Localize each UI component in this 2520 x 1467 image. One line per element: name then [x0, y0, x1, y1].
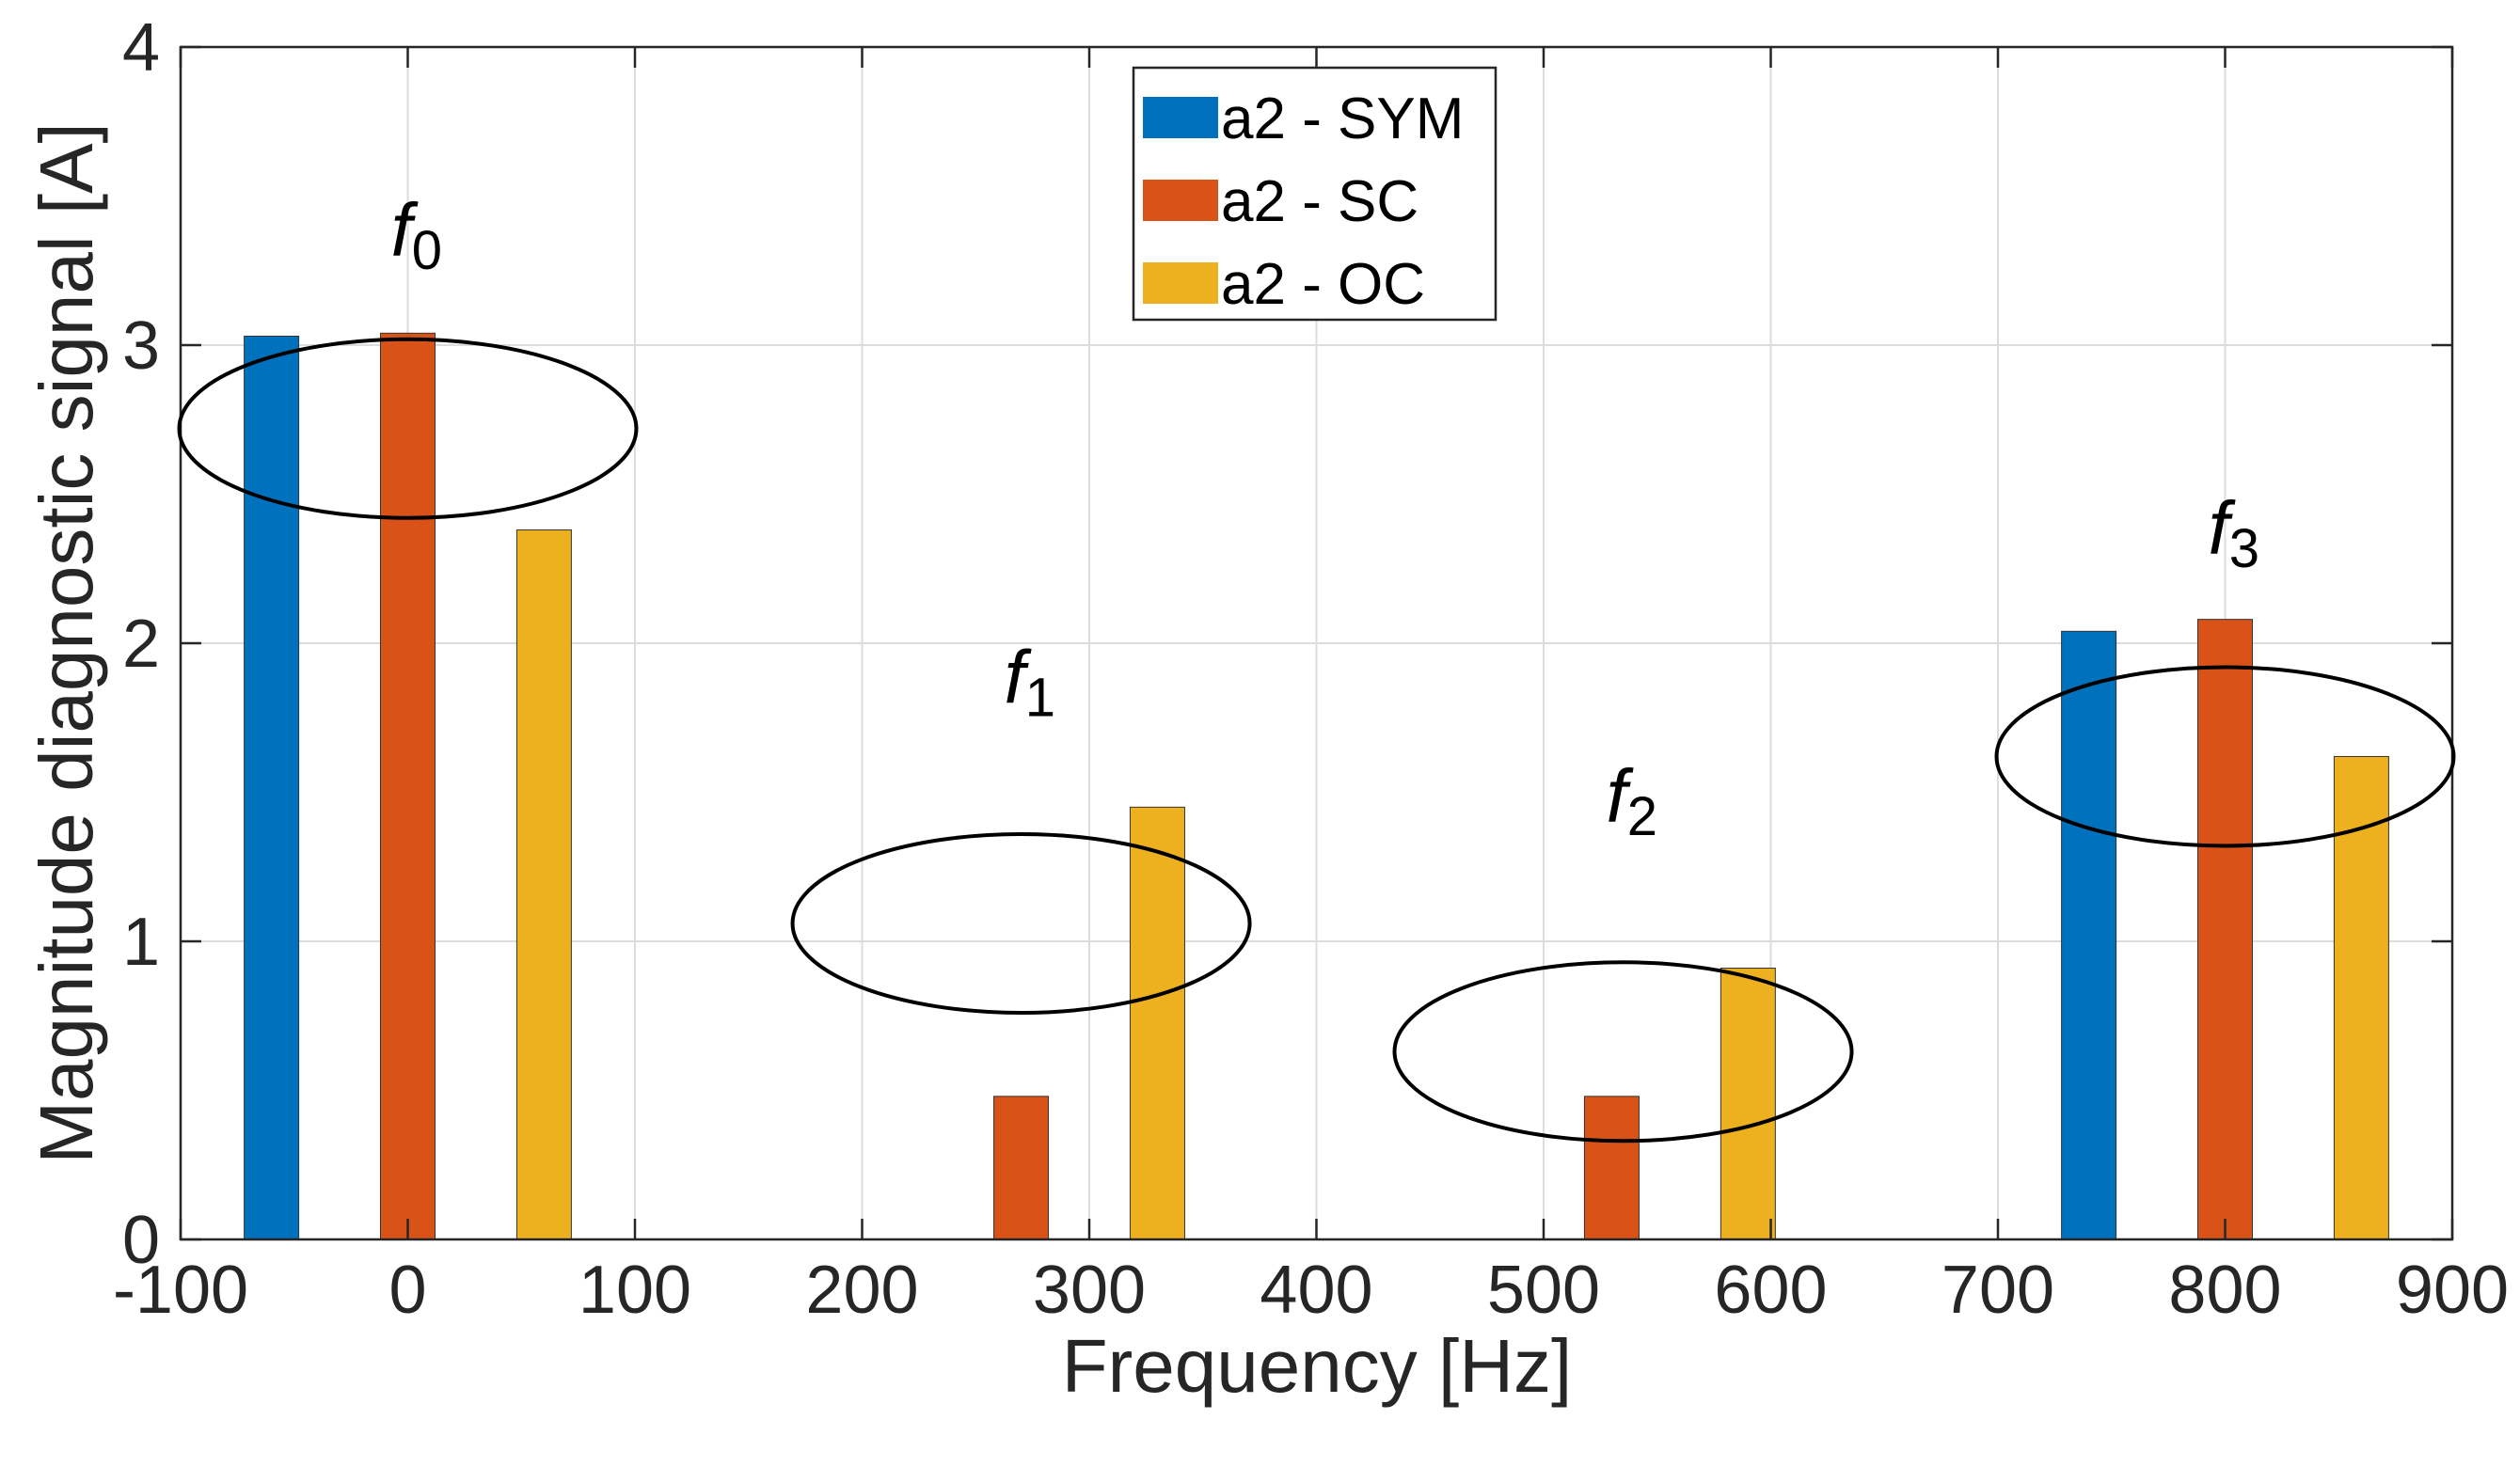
bar-series-0 — [244, 335, 300, 1240]
bar-series-1 — [2197, 619, 2253, 1240]
annotation-subscript: 1 — [1025, 667, 1055, 728]
x-tick-label: 300 — [1033, 1253, 1146, 1328]
x-tick-label: 200 — [805, 1253, 918, 1328]
x-tick-label: 500 — [1487, 1253, 1600, 1328]
bar-series-1 — [380, 332, 436, 1240]
bar-series-1 — [1583, 1096, 1640, 1240]
bar-series-1 — [993, 1096, 1050, 1240]
annotation-ellipse — [1994, 665, 2456, 848]
y-tick-label: 1 — [122, 905, 160, 980]
x-tick-label: -100 — [113, 1253, 248, 1328]
bar-series-2 — [1129, 806, 1185, 1240]
legend-swatch-sc — [1143, 180, 1218, 221]
y-tick-label: 0 — [122, 1203, 160, 1278]
x-tick-label: 600 — [1714, 1253, 1827, 1328]
x-tick-label: 400 — [1260, 1253, 1372, 1328]
bar-series-2 — [515, 529, 572, 1240]
legend: a2 - SYM a2 - SC a2 - OC — [1132, 66, 1498, 322]
x-tick-label: 900 — [2396, 1253, 2509, 1328]
annotation-subscript: 2 — [1627, 786, 1657, 847]
legend-swatch-oc — [1143, 262, 1218, 304]
annotation-subscript: 0 — [412, 220, 442, 281]
x-tick-label: 800 — [2168, 1253, 2281, 1328]
annotation-subscript: 3 — [2229, 518, 2259, 579]
bar-series-2 — [1720, 968, 1776, 1240]
annotation-ellipse — [790, 831, 1252, 1015]
x-tick-label: 100 — [578, 1253, 691, 1328]
x-tick-label: 0 — [388, 1253, 426, 1328]
y-tick-label: 3 — [122, 308, 160, 384]
legend-label-sc: a2 - SC — [1221, 169, 1418, 234]
legend-label-oc: a2 - OC — [1221, 252, 1425, 317]
y-tick-label: 2 — [122, 607, 160, 682]
y-axis-label: Magnitude diagnostic signal [A] — [24, 122, 108, 1163]
bar-series-0 — [2061, 630, 2117, 1240]
x-axis-label: Frequency [Hz] — [1062, 1324, 1572, 1408]
y-tick-label: 4 — [122, 10, 160, 86]
bar-series-2 — [2333, 755, 2389, 1240]
bars — [244, 332, 2389, 1240]
x-tick-label: 700 — [1942, 1253, 2054, 1328]
annotation-ellipse — [177, 337, 639, 520]
legend-label-sym: a2 - SYM — [1221, 87, 1464, 151]
annotation-ellipse — [1392, 960, 1854, 1144]
legend-swatch-sym — [1143, 97, 1218, 138]
